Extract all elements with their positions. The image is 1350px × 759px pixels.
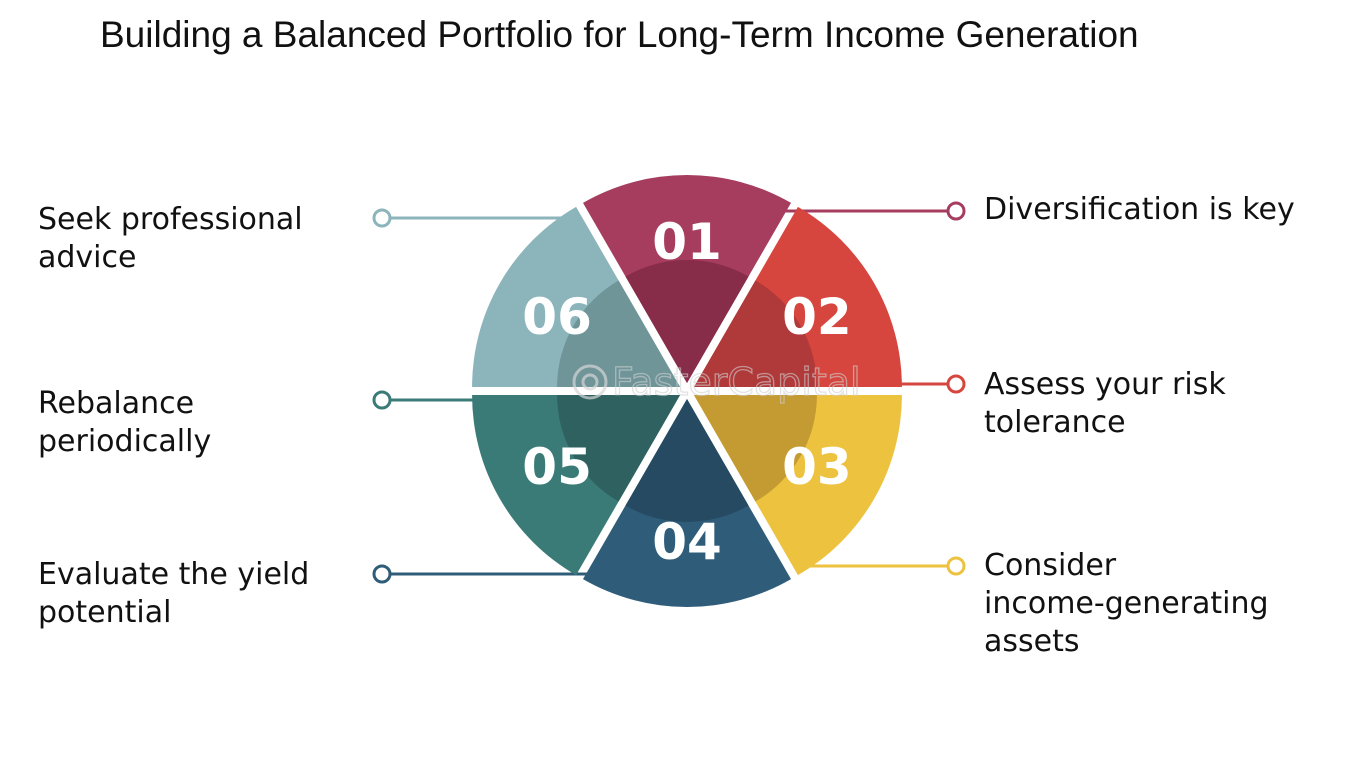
watermark: FasterCapital (572, 359, 861, 405)
label-04-line-2: potential (38, 595, 172, 630)
label-06-line-2: advice (38, 240, 137, 275)
segment-04-number: 04 (652, 513, 722, 571)
label-06: Seek professional advice (38, 201, 303, 277)
label-06-line-1: Seek professional (38, 202, 303, 237)
segment-04-inner (625, 399, 749, 522)
gear-icon (572, 364, 608, 400)
segment-06-number: 06 (522, 288, 592, 346)
label-05-line-1: Rebalance (38, 386, 195, 421)
segment-02-number: 02 (782, 288, 852, 346)
label-03-line-1: Consider (984, 548, 1117, 583)
segment-06-inner (557, 280, 681, 387)
segment-wheel: 01 02 03 04 05 06 (472, 175, 902, 607)
label-02-line-1: Assess your risk (984, 367, 1226, 402)
label-02-line-2: tolerance (984, 405, 1126, 440)
connector-dot-06 (372, 208, 392, 228)
label-05: Rebalance periodically (38, 385, 211, 461)
segment-05-inner (557, 395, 681, 502)
label-03: Consider income-generating assets (984, 547, 1269, 661)
label-04: Evaluate the yield potential (38, 556, 309, 632)
segment-03-number: 03 (782, 438, 852, 496)
label-02: Assess your risk tolerance (984, 366, 1226, 442)
segment-03-inner (693, 395, 817, 502)
segment-01-number: 01 (652, 213, 722, 271)
connector-lines (372, 201, 966, 584)
connector-dot-03 (946, 556, 966, 576)
page-title: Building a Balanced Portfolio for Long-T… (100, 14, 1139, 55)
label-04-line-1: Evaluate the yield (38, 557, 310, 592)
label-01-line-1: Diversification is key (984, 192, 1295, 227)
connector-dot-05 (372, 390, 392, 410)
connector-dot-04 (372, 564, 392, 584)
connector-dot-02 (946, 374, 966, 394)
watermark-text: FasterCapital (612, 360, 861, 404)
segment-01-inner (625, 260, 749, 383)
label-05-line-2: periodically (38, 424, 212, 459)
label-03-line-2: income-generating (984, 586, 1269, 621)
segment-05-number: 05 (522, 438, 592, 496)
segment-02-inner (693, 280, 817, 387)
label-01: Diversification is key (984, 191, 1295, 229)
label-03-line-3: assets (984, 624, 1080, 659)
connector-dot-01 (946, 201, 966, 221)
